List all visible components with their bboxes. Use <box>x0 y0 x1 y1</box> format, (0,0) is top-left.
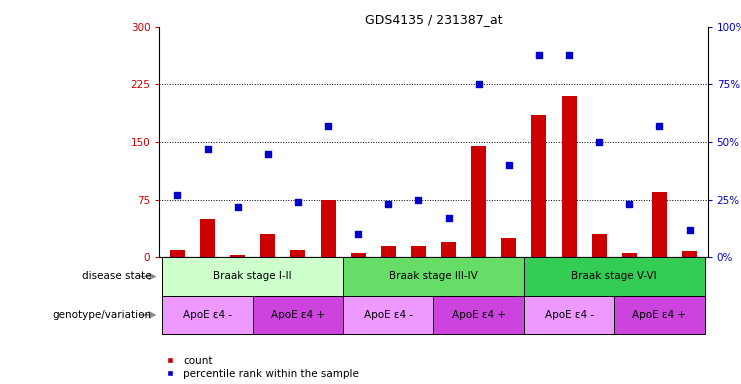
Bar <box>433 296 524 334</box>
Point <box>232 204 244 210</box>
Text: Braak stage V-VI: Braak stage V-VI <box>571 271 657 281</box>
Bar <box>170 250 185 257</box>
Text: ApoE ε4 -: ApoE ε4 - <box>364 310 413 320</box>
Point <box>413 197 425 203</box>
Bar <box>162 257 343 296</box>
Bar <box>253 296 343 334</box>
Bar <box>290 250 305 257</box>
Point <box>684 227 696 233</box>
Text: disease state: disease state <box>82 271 152 281</box>
Bar <box>411 246 426 257</box>
Text: ApoE ε4 +: ApoE ε4 + <box>633 310 686 320</box>
Bar <box>200 219 215 257</box>
Bar <box>524 257 705 296</box>
Point <box>292 199 304 205</box>
Text: Braak stage III-IV: Braak stage III-IV <box>389 271 478 281</box>
Point <box>623 201 635 207</box>
Point <box>382 201 394 207</box>
Legend: count, percentile rank within the sample: count, percentile rank within the sample <box>165 356 359 379</box>
Point <box>533 51 545 58</box>
Text: ApoE ε4 +: ApoE ε4 + <box>271 310 325 320</box>
Text: ApoE ε4 +: ApoE ε4 + <box>452 310 505 320</box>
Bar <box>562 96 576 257</box>
Point <box>262 151 273 157</box>
Text: genotype/variation: genotype/variation <box>53 310 152 320</box>
Bar <box>230 255 245 257</box>
Bar <box>531 115 546 257</box>
Bar <box>501 238 516 257</box>
Bar <box>471 146 486 257</box>
Point <box>442 215 454 221</box>
Bar <box>591 234 607 257</box>
Point <box>202 146 213 152</box>
Point <box>654 123 665 129</box>
Bar <box>524 296 614 334</box>
Title: GDS4135 / 231387_at: GDS4135 / 231387_at <box>365 13 502 26</box>
Bar <box>343 296 433 334</box>
Text: Braak stage I-II: Braak stage I-II <box>213 271 292 281</box>
Bar <box>321 200 336 257</box>
Text: ApoE ε4 -: ApoE ε4 - <box>545 310 594 320</box>
Text: ApoE ε4 -: ApoE ε4 - <box>183 310 232 320</box>
Bar <box>381 246 396 257</box>
Bar <box>614 296 705 334</box>
Point <box>352 231 364 237</box>
Bar <box>682 251 697 257</box>
Point <box>322 123 334 129</box>
Bar <box>260 234 276 257</box>
Point <box>473 81 485 88</box>
Point <box>594 139 605 145</box>
Bar <box>343 257 524 296</box>
Bar <box>622 253 637 257</box>
Bar <box>350 253 366 257</box>
Point <box>563 51 575 58</box>
Point <box>503 162 515 168</box>
Point <box>171 192 183 198</box>
Bar <box>441 242 456 257</box>
Bar <box>162 296 253 334</box>
Bar <box>652 192 667 257</box>
